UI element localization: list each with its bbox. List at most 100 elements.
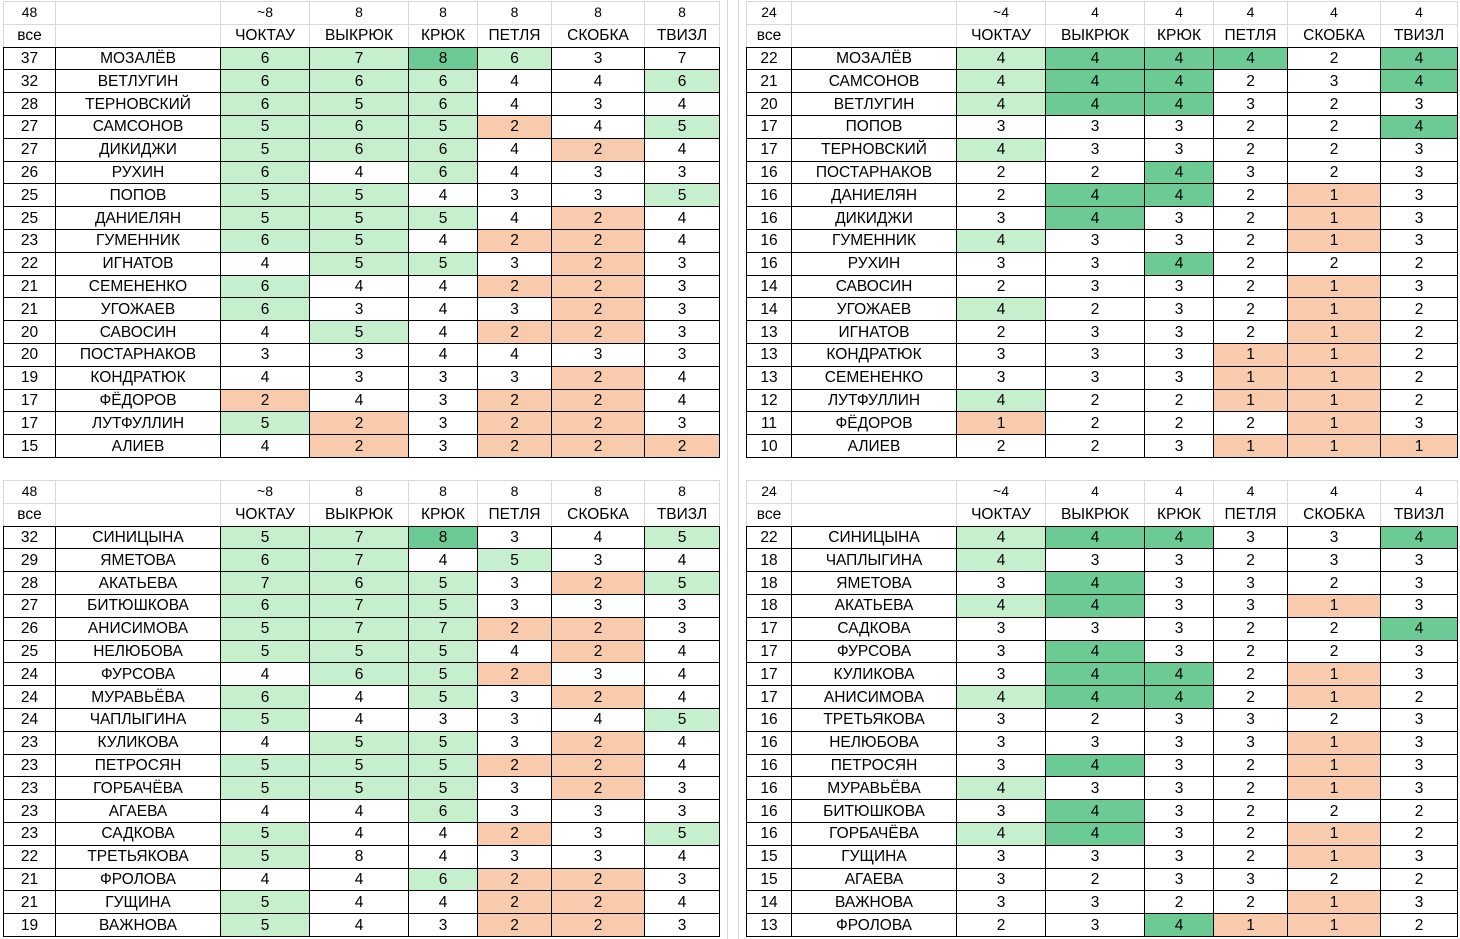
score-cell[interactable]: 4 xyxy=(956,776,1046,801)
total-cell[interactable]: 27 xyxy=(3,593,56,618)
score-cell[interactable]: 1 xyxy=(1287,297,1381,322)
total-cell[interactable]: 19 xyxy=(3,913,56,937)
score-cell[interactable]: 4 xyxy=(644,548,720,573)
score-cell[interactable]: 5 xyxy=(309,730,409,755)
score-cell[interactable]: 1 xyxy=(1287,913,1381,937)
score-cell[interactable]: 4 xyxy=(220,867,310,892)
name-cell[interactable]: АКАТЬЕВА xyxy=(55,571,221,595)
total-cell[interactable]: 18 xyxy=(746,571,792,595)
score-cell[interactable]: 3 xyxy=(1380,890,1458,915)
score-cell[interactable]: 2 xyxy=(1045,388,1145,413)
score-cell[interactable]: 2 xyxy=(1213,685,1288,709)
score-cell[interactable]: 4 xyxy=(1144,46,1214,71)
name-cell[interactable]: ГОРБАЧЁВА xyxy=(55,776,221,801)
total-cell[interactable]: 37 xyxy=(3,46,56,71)
max-total-cell[interactable]: 48 xyxy=(3,1,56,25)
score-cell[interactable]: 2 xyxy=(1213,206,1288,230)
score-cell[interactable]: 2 xyxy=(551,730,645,755)
score-cell[interactable]: 5 xyxy=(309,206,409,230)
total-cell[interactable]: 21 xyxy=(746,69,792,94)
score-cell[interactable]: 2 xyxy=(1213,114,1288,139)
score-cell[interactable]: 3 xyxy=(956,662,1046,687)
score-cell[interactable]: 4 xyxy=(956,69,1046,94)
total-cell[interactable]: 25 xyxy=(3,206,56,230)
score-cell[interactable]: 3 xyxy=(1287,525,1381,550)
score-cell[interactable]: 3 xyxy=(644,320,720,344)
score-cell[interactable]: 5 xyxy=(408,593,478,618)
score-cell[interactable]: 2 xyxy=(1287,707,1381,732)
score-cell[interactable]: 6 xyxy=(408,799,478,823)
score-cell[interactable]: 6 xyxy=(220,685,310,709)
score-cell[interactable]: 5 xyxy=(309,320,409,344)
score-cell[interactable]: 3 xyxy=(1380,662,1458,687)
score-cell[interactable]: 5 xyxy=(408,639,478,664)
score-cell[interactable]: 5 xyxy=(309,753,409,778)
score-cell[interactable]: 6 xyxy=(408,867,478,892)
score-cell[interactable]: 5 xyxy=(220,821,310,846)
score-cell[interactable]: 3 xyxy=(1380,411,1458,436)
score-cell[interactable]: 2 xyxy=(551,685,645,709)
max-total-cell[interactable]: 24 xyxy=(746,480,792,504)
score-cell[interactable]: 2 xyxy=(477,388,552,413)
score-cell[interactable]: 4 xyxy=(1045,571,1145,595)
total-cell[interactable]: 17 xyxy=(746,662,792,687)
score-cell[interactable]: 3 xyxy=(477,525,552,550)
max-score-cell[interactable]: 4 xyxy=(1144,480,1214,504)
score-cell[interactable]: 5 xyxy=(220,913,310,937)
score-cell[interactable]: 2 xyxy=(551,913,645,937)
score-cell[interactable]: 2 xyxy=(1380,867,1458,892)
score-cell[interactable]: 3 xyxy=(1213,571,1288,595)
score-cell[interactable]: 2 xyxy=(1380,685,1458,709)
name-cell[interactable]: ПОСТАРНАКОВ xyxy=(55,342,221,367)
score-cell[interactable]: 3 xyxy=(644,411,720,436)
name-cell[interactable]: ВАЖНОВА xyxy=(791,890,957,915)
score-cell[interactable]: 3 xyxy=(1380,753,1458,778)
score-cell[interactable]: 3 xyxy=(956,639,1046,664)
score-cell[interactable]: 3 xyxy=(309,342,409,367)
total-cell[interactable]: 16 xyxy=(746,160,792,185)
total-cell[interactable]: 16 xyxy=(746,206,792,230)
score-cell[interactable]: 2 xyxy=(309,434,409,458)
score-cell[interactable]: 4 xyxy=(309,274,409,299)
score-cell[interactable]: 4 xyxy=(1045,753,1145,778)
total-cell[interactable]: 24 xyxy=(3,662,56,687)
score-cell[interactable]: 2 xyxy=(551,890,645,915)
score-cell[interactable]: 4 xyxy=(1045,593,1145,618)
score-cell[interactable]: 2 xyxy=(1380,388,1458,413)
total-cell[interactable]: 13 xyxy=(746,342,792,367)
score-cell[interactable]: 4 xyxy=(1045,639,1145,664)
score-cell[interactable]: 2 xyxy=(1287,46,1381,71)
score-cell[interactable]: 4 xyxy=(408,821,478,846)
score-cell[interactable]: 4 xyxy=(956,92,1046,116)
total-cell[interactable]: 22 xyxy=(746,525,792,550)
total-cell[interactable]: 28 xyxy=(3,571,56,595)
score-cell[interactable]: 2 xyxy=(477,867,552,892)
total-cell[interactable]: 17 xyxy=(3,411,56,436)
total-cell[interactable]: 29 xyxy=(3,548,56,573)
column-header[interactable]: КРЮК xyxy=(408,502,478,527)
score-cell[interactable]: 4 xyxy=(1380,525,1458,550)
score-cell[interactable]: 4 xyxy=(644,685,720,709)
score-cell[interactable]: 3 xyxy=(1213,593,1288,618)
score-cell[interactable]: 5 xyxy=(220,206,310,230)
score-cell[interactable]: 2 xyxy=(1045,297,1145,322)
score-cell[interactable]: 2 xyxy=(1213,548,1288,573)
max-score-cell[interactable]: 4 xyxy=(1213,480,1288,504)
name-cell[interactable]: ВАЖНОВА xyxy=(55,913,221,937)
total-cell[interactable]: 16 xyxy=(746,799,792,823)
score-cell[interactable]: 1 xyxy=(1287,844,1381,869)
score-cell[interactable]: 3 xyxy=(1380,844,1458,869)
name-cell[interactable]: ПОСТАРНАКОВ xyxy=(791,160,957,185)
name-cell[interactable]: ВЕТЛУГИН xyxy=(55,69,221,94)
score-cell[interactable]: 1 xyxy=(1287,685,1381,709)
score-cell[interactable]: 3 xyxy=(551,92,645,116)
score-cell[interactable]: 4 xyxy=(309,707,409,732)
score-cell[interactable]: 4 xyxy=(1144,183,1214,208)
score-cell[interactable]: 4 xyxy=(1045,821,1145,846)
score-cell[interactable]: 3 xyxy=(1045,913,1145,937)
score-cell[interactable]: 3 xyxy=(644,593,720,618)
score-cell[interactable]: 3 xyxy=(408,434,478,458)
total-cell[interactable]: 14 xyxy=(746,297,792,322)
score-cell[interactable]: 3 xyxy=(551,160,645,185)
score-cell[interactable]: 3 xyxy=(1380,571,1458,595)
